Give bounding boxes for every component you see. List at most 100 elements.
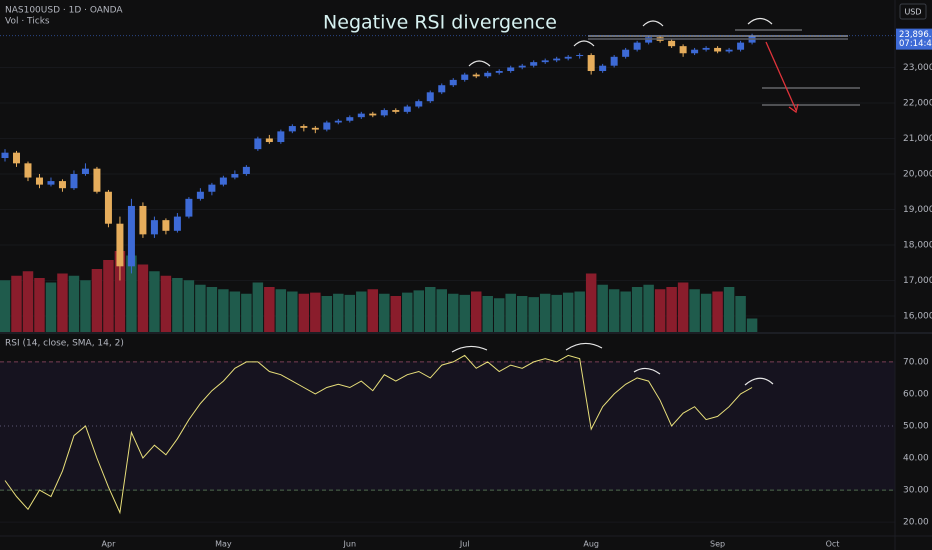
candle-body <box>311 127 319 130</box>
high-arc <box>573 40 595 47</box>
volume-bar <box>528 297 539 332</box>
y-tick-label: 17,000.0 <box>903 276 932 286</box>
x-tick-label: Jul <box>459 540 470 549</box>
arrow <box>765 41 797 111</box>
candle-body <box>426 92 434 102</box>
x-tick-label: Aug <box>583 540 599 549</box>
candle-body <box>254 138 262 150</box>
volume-bar <box>608 289 620 332</box>
volume-bar <box>206 287 218 332</box>
x-axis: Apr May Jun Jul Aug Sep Oct <box>102 540 840 549</box>
y-tick-label: 18,000.0 <box>903 241 932 251</box>
rsi-tick-label: 60.00 <box>903 389 929 399</box>
volume-bar <box>333 293 344 332</box>
volume-bar <box>390 296 402 332</box>
candle-body <box>357 113 365 118</box>
volume-bar <box>114 251 126 332</box>
candle-body <box>265 138 273 143</box>
y-tick-label: 19,000.0 <box>903 205 932 215</box>
volume-bar <box>470 291 482 332</box>
rsi-tick-label: 70.00 <box>903 357 929 367</box>
candle-body <box>127 205 135 267</box>
candle-body <box>346 117 354 121</box>
last-price-box <box>896 28 932 50</box>
candle-body <box>300 126 308 128</box>
high-arc <box>468 60 491 67</box>
rsi-high-arc <box>633 367 661 375</box>
y-tick-label: 22,000.0 <box>903 98 932 108</box>
candle-body <box>541 60 549 63</box>
volume-bar <box>413 290 425 332</box>
last-price-label: 23,896.8 <box>899 30 932 40</box>
candle-body <box>679 46 687 54</box>
volume-bar <box>34 278 45 332</box>
volume-bar <box>22 271 34 332</box>
candle-body <box>150 220 158 235</box>
candle-body <box>392 110 400 112</box>
volume-bar <box>183 280 195 332</box>
candle-body <box>162 220 170 231</box>
rsi-tick-label: 40.00 <box>903 454 929 464</box>
volume-layer <box>0 251 758 332</box>
volume-label: Vol · Ticks <box>5 17 50 27</box>
candle-body <box>415 101 423 107</box>
candle-body <box>81 168 89 174</box>
volume-bar <box>723 287 735 332</box>
countdown: 07:14:43 <box>899 39 932 49</box>
candle-body <box>334 120 342 123</box>
rsi-band <box>0 361 895 491</box>
volume-bar <box>103 260 114 332</box>
volume-bar <box>643 284 654 332</box>
chart-title: Negative RSI divergence <box>323 12 557 34</box>
candle-body <box>185 198 193 217</box>
y-axis: 16,000.0 17,000.0 18,000.0 19,000.0 20,000.0… <box>903 63 932 528</box>
candle-body <box>403 106 411 112</box>
candle-body <box>380 110 388 116</box>
volume-bar <box>712 291 723 332</box>
volume-bar <box>574 291 585 332</box>
candle-body <box>70 173 78 189</box>
candle-body <box>1 152 9 159</box>
volume-bar <box>218 289 229 332</box>
volume-bar <box>298 293 310 332</box>
rsi-label: RSI (14, close, SMA, 14, 2) <box>5 339 124 349</box>
volume-bar <box>356 291 367 332</box>
volume-bar <box>172 278 183 332</box>
candle-body <box>576 55 584 57</box>
y-tick-label: 20,000.0 <box>903 169 932 179</box>
volume-bar <box>436 289 447 332</box>
candle-body <box>47 181 55 185</box>
y-tick-label: 21,000.0 <box>903 134 932 144</box>
currency[interactable]: USD <box>904 8 921 17</box>
rsi-high-arc <box>451 345 488 353</box>
candle-body <box>645 37 653 43</box>
x-tick-label: Sep <box>710 540 725 549</box>
candle-body <box>369 113 377 116</box>
volume-bar <box>241 293 252 332</box>
candle-body <box>449 79 457 86</box>
rsi-band-area <box>0 361 895 491</box>
candle-body <box>495 71 503 73</box>
volume-bar <box>321 296 333 332</box>
candle-body <box>231 173 239 178</box>
annotations <box>451 17 860 386</box>
candle-body <box>219 177 227 185</box>
volume-bar <box>505 293 516 332</box>
candle-body <box>737 42 745 50</box>
x-tick-label: May <box>215 540 232 549</box>
volume-bar <box>677 282 689 332</box>
volume-bar <box>516 296 528 332</box>
x-tick-label: Apr <box>102 540 117 549</box>
volume-bar <box>562 292 574 332</box>
candle-body <box>472 74 480 77</box>
rsi-layer <box>4 354 753 515</box>
candle-body <box>691 49 699 54</box>
volume-bar <box>11 275 22 332</box>
currency-box[interactable] <box>899 3 927 20</box>
volume-bar <box>735 296 746 332</box>
volume-bar <box>287 291 298 332</box>
volume-bar <box>631 287 643 332</box>
volume-bar <box>379 293 390 332</box>
volume-bar <box>700 293 712 332</box>
candle-body <box>12 152 20 164</box>
